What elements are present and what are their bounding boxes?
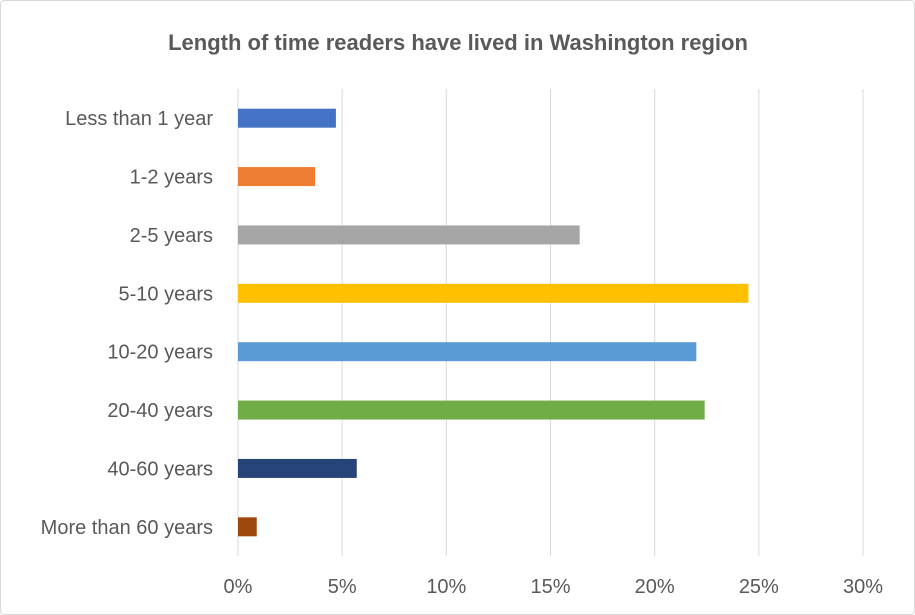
x-tick-label: 10% xyxy=(426,576,466,598)
category-label: 5-10 years xyxy=(119,283,214,305)
x-tick-label: 5% xyxy=(328,576,357,598)
x-tick-label: 25% xyxy=(739,576,779,598)
category-label: Less than 1 year xyxy=(65,108,213,130)
bar xyxy=(238,342,697,362)
category-labels: Less than 1 year 1-2 years 2-5 years 5-10 y… xyxy=(41,108,214,539)
bar xyxy=(238,517,257,537)
category-label: 2-5 years xyxy=(130,225,213,247)
bar xyxy=(238,400,705,420)
bars xyxy=(238,108,749,537)
x-axis-tick-labels: 0% 5% 10% 15% 20% 25% 30% xyxy=(224,576,884,598)
category-label: 1-2 years xyxy=(130,167,213,189)
x-tick-label: 0% xyxy=(224,576,253,598)
x-tick-label: 30% xyxy=(843,576,883,598)
bar xyxy=(238,225,580,245)
category-label: More than 60 years xyxy=(41,517,213,539)
x-tick-label: 20% xyxy=(635,576,675,598)
category-label: 20-40 years xyxy=(107,400,213,422)
chart-title: Length of time readers have lived in Was… xyxy=(168,30,748,55)
gridlines xyxy=(237,89,864,556)
bar xyxy=(238,167,316,187)
category-label: 40-60 years xyxy=(107,458,213,480)
category-label: 10-20 years xyxy=(107,342,213,364)
bar xyxy=(238,108,336,128)
bar xyxy=(238,458,357,478)
bar xyxy=(238,283,749,303)
x-tick-label: 15% xyxy=(530,576,570,598)
